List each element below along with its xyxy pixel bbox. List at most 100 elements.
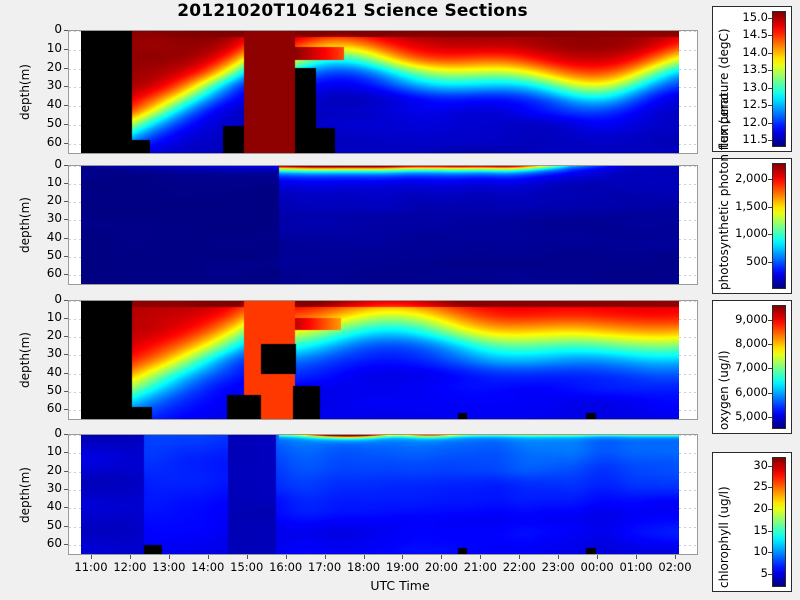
x-axis-tick: 15:00 bbox=[230, 560, 264, 574]
y-tick-mark bbox=[64, 373, 68, 374]
colorbar-tick-mark bbox=[768, 416, 772, 418]
colorbar-tick: 6,000 bbox=[735, 384, 768, 399]
colorbar-tick: 15.0 bbox=[742, 9, 768, 24]
y-tick-mark bbox=[64, 434, 68, 435]
x-tick-mark bbox=[519, 555, 521, 559]
x-axis-tick: 19:00 bbox=[385, 560, 420, 574]
colorbar-tick: 2,000 bbox=[735, 171, 768, 186]
y-tick-mark bbox=[64, 201, 68, 202]
colorbar-tick-mark bbox=[768, 530, 772, 532]
x-tick-mark bbox=[597, 555, 599, 559]
colorbar-tick: 14.5 bbox=[742, 27, 768, 42]
y-tick-mark bbox=[64, 489, 68, 490]
y-axis-tick: 40 bbox=[46, 499, 62, 513]
colorbar-temperature: temperature (degC) 15.0 14.5 14.0 13.5 13.0 12… bbox=[712, 6, 792, 152]
x-axis-tick: 18:00 bbox=[346, 560, 381, 574]
y-axis-label: depth(m) bbox=[18, 466, 32, 523]
colorbar-tick-mark bbox=[768, 343, 772, 345]
plot-frame bbox=[68, 300, 698, 420]
y-axis-tick: 50 bbox=[46, 116, 62, 130]
colorbar-tick-mark bbox=[768, 105, 772, 107]
x-axis-tick: 20:00 bbox=[424, 560, 458, 574]
y-axis-label: depth(m) bbox=[18, 197, 32, 253]
y-tick-mark bbox=[64, 544, 68, 545]
colorbar-tick-mark bbox=[768, 319, 772, 321]
colorbar-tick: 12.5 bbox=[742, 97, 768, 112]
colorbar-tick-mark bbox=[768, 574, 772, 575]
x-tick-mark bbox=[246, 555, 248, 559]
y-axis-tick: 10 bbox=[46, 444, 62, 458]
colorbar-tick: 10 bbox=[753, 544, 768, 559]
colorbar-tick: 15 bbox=[753, 522, 768, 537]
y-tick-mark bbox=[64, 507, 68, 508]
colorbar-tick-mark bbox=[768, 70, 772, 72]
y-axis-tick: 30 bbox=[46, 211, 62, 225]
y-axis-tick: 20 bbox=[46, 328, 62, 342]
y-axis-tick: 30 bbox=[46, 481, 62, 495]
y-axis-tick: 0 bbox=[54, 426, 62, 440]
colorbar-tick-mark bbox=[768, 206, 772, 208]
y-tick-mark bbox=[64, 30, 68, 31]
x-tick-mark bbox=[129, 555, 131, 559]
y-tick-mark bbox=[64, 86, 68, 87]
y-tick-mark bbox=[64, 409, 68, 410]
y-tick-mark bbox=[64, 354, 68, 355]
colorbar-tick: 500 bbox=[746, 253, 768, 268]
y-axis-tick: 60 bbox=[46, 266, 62, 280]
colorbar-tick: 12.0 bbox=[742, 114, 768, 129]
y-tick-mark bbox=[64, 256, 68, 257]
y-axis-tick: 20 bbox=[46, 60, 62, 74]
colorbar-chlorophyll: chlorophyll (ug/l) 30 25 20 15 10 5 bbox=[712, 452, 792, 592]
y-tick-mark bbox=[64, 274, 68, 275]
heatmap-data bbox=[81, 301, 679, 419]
x-axis-label: UTC Time bbox=[370, 578, 430, 593]
colorbar-tick: 20 bbox=[753, 501, 768, 515]
y-tick-mark bbox=[64, 124, 68, 125]
plot-frame bbox=[68, 434, 698, 555]
colorbar-tick: 30 bbox=[753, 457, 768, 472]
x-tick-mark bbox=[402, 555, 404, 559]
y-tick-mark bbox=[64, 183, 68, 184]
colorbar-tick-mark bbox=[768, 179, 772, 181]
x-tick-mark bbox=[207, 555, 209, 559]
x-axis-tick: 17:00 bbox=[308, 560, 342, 574]
colorbar-tick: 7,000 bbox=[735, 360, 768, 375]
colorbar-oxygen: oxygen (ug/l) 9,000 8,000 7,000 6,000 5,000 bbox=[712, 300, 792, 434]
plot-frame bbox=[68, 30, 698, 154]
x-axis-tick: 00:00 bbox=[580, 560, 614, 574]
colorbar-label: chlorophyll (ug/l) bbox=[717, 486, 731, 588]
x-axis-tick: 14:00 bbox=[191, 560, 225, 574]
x-axis-tick: 13:00 bbox=[152, 560, 186, 574]
y-axis-tick: 0 bbox=[54, 292, 62, 306]
y-axis-tick: 60 bbox=[46, 135, 62, 149]
x-axis-tick: 23:00 bbox=[541, 560, 575, 574]
colorbar-tick-mark bbox=[768, 552, 772, 554]
colorbar-label: oxygen (ug/l) bbox=[717, 350, 731, 430]
y-axis-tick: 10 bbox=[46, 41, 62, 55]
colorbar-tick-mark bbox=[768, 35, 772, 37]
x-tick-mark bbox=[324, 555, 326, 559]
x-tick-mark bbox=[636, 555, 638, 559]
y-tick-mark bbox=[64, 391, 68, 392]
y-tick-mark bbox=[64, 49, 68, 50]
colorbar-tick: 9,000 bbox=[735, 311, 768, 326]
section-panel-temperature bbox=[68, 30, 698, 154]
y-axis-tick: 50 bbox=[46, 518, 62, 532]
y-tick-mark bbox=[64, 219, 68, 220]
colorbar-photosynthetic-photon-flux: photosynthetic photon flux (umo 2,000 1,50… bbox=[712, 93, 792, 294]
y-axis-tick: 40 bbox=[46, 365, 62, 379]
page-title: 20121020T104621 Science Sections bbox=[177, 1, 528, 21]
y-tick-mark bbox=[64, 105, 68, 106]
y-axis-tick: 20 bbox=[46, 193, 62, 207]
x-tick-mark bbox=[441, 555, 443, 559]
y-tick-mark bbox=[64, 318, 68, 319]
colorbar-tick: 13.5 bbox=[742, 62, 768, 77]
colorbar-tick: 5 bbox=[760, 566, 768, 580]
y-axis-tick: 60 bbox=[46, 401, 62, 415]
x-axis-tick: 21:00 bbox=[463, 560, 497, 574]
x-axis-tick: 02:00 bbox=[658, 560, 692, 574]
colorbar-tick-mark bbox=[768, 234, 772, 236]
x-tick-mark bbox=[285, 555, 287, 559]
colorbar-tick: 1,000 bbox=[735, 226, 768, 241]
